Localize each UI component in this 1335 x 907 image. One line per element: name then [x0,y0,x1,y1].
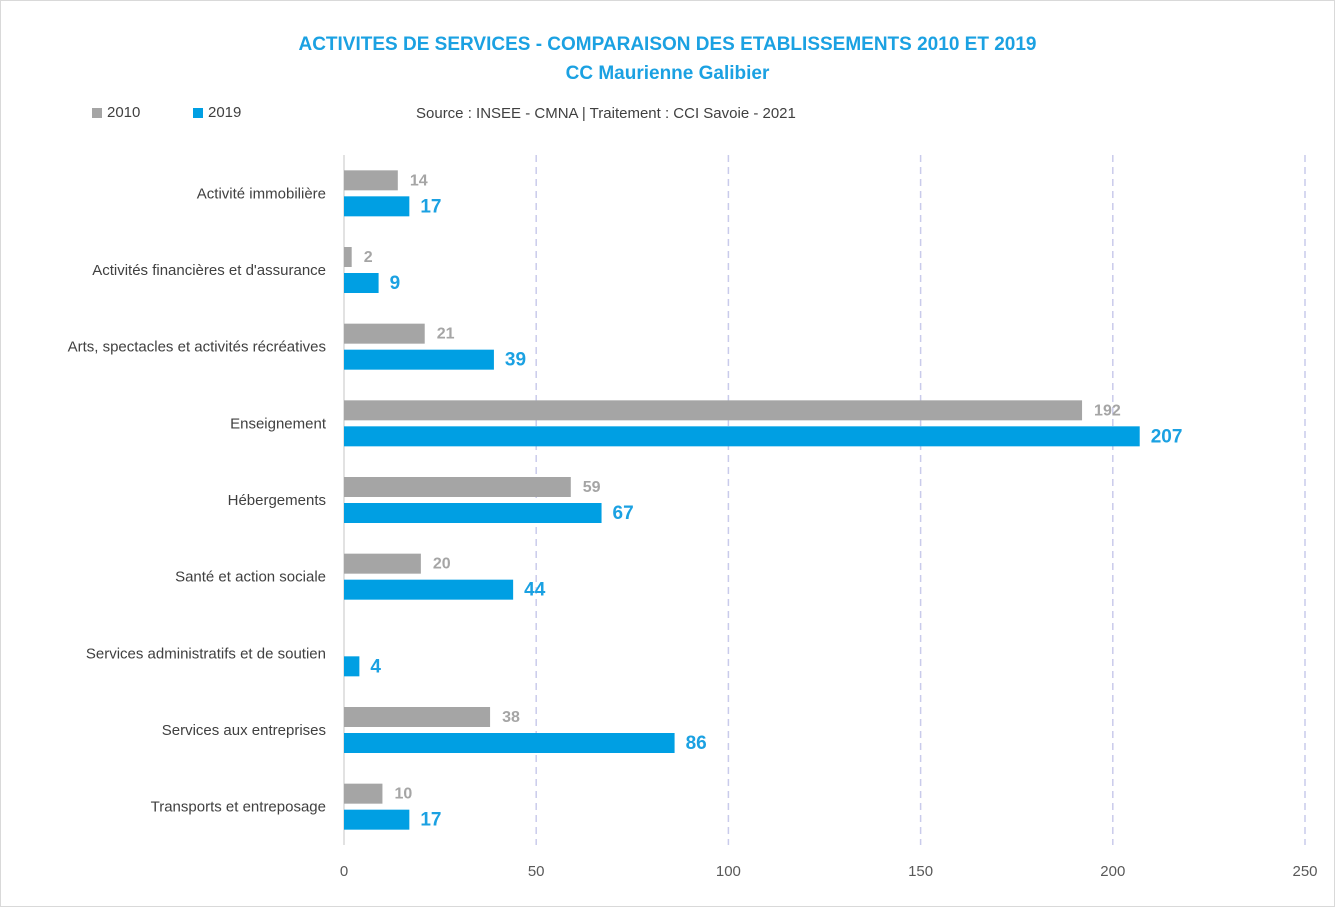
legend-item-2019: 2019 [193,104,241,121]
data-label-2010: 38 [502,709,520,726]
data-label-2010: 10 [394,786,412,803]
chart-source: Source : INSEE - CMNA | Traitement : CCI… [416,105,796,122]
bar-2019 [344,196,410,217]
bar-2019 [344,349,494,370]
data-label-2010: 2 [364,249,373,266]
data-label-2010: 21 [437,326,455,343]
category-label: Activités financières et d'assurance [92,262,326,279]
legend-swatch-2019 [193,107,203,118]
legend-item-2010: 2010 [92,104,140,121]
legend-label-2019: 2019 [208,104,242,121]
data-label-2019: 17 [420,810,441,831]
data-label-2019: 9 [390,273,401,294]
bar-2010 [344,707,491,727]
bar-2019 [344,426,1140,447]
bar-2010 [344,553,421,574]
data-label-2019: 86 [686,733,707,754]
data-label-2010: 59 [583,479,601,496]
bar-2019 [344,503,602,523]
bar-2010 [344,477,571,497]
bar-2010 [344,400,1083,421]
x-tick-label-150: 150 [908,863,933,880]
data-label-2019: 67 [613,503,634,524]
category-label: Hébergements [228,492,326,509]
bar-2019 [344,733,675,753]
bar-2010 [344,247,352,267]
category-label: Services aux entreprises [162,722,326,739]
category-label: Arts, spectacles et activités récréative… [68,339,326,356]
bar-2019 [344,656,360,677]
x-tick-label-50: 50 [528,863,545,880]
chart-subtitle: CC Maurienne Galibier [565,63,770,84]
bar-2010 [344,323,425,344]
data-label-2010: 192 [1094,402,1121,419]
data-label-2019: 44 [524,580,546,601]
category-label: Transports et entreposage [151,799,326,816]
bar-2019 [344,273,379,293]
x-tick-label-0: 0 [340,863,348,880]
data-label-2019: 17 [420,196,441,217]
data-label-2019: 207 [1151,426,1183,447]
category-label: Santé et action sociale [175,569,326,586]
data-label-2010: 14 [410,172,428,189]
category-label: Activité immobilière [197,185,326,202]
x-tick-label-100: 100 [716,863,741,880]
data-label-2019: 39 [505,350,526,371]
data-label-2019: 4 [370,656,381,677]
category-label: Services administratifs et de soutien [86,645,326,662]
legend-label-2010: 2010 [107,104,141,121]
bar-2010 [344,170,398,191]
category-label: Enseignement [230,415,327,432]
x-tick-label-200: 200 [1100,863,1125,880]
legend-swatch-2010 [92,107,102,118]
chart-title: ACTIVITES DE SERVICES - COMPARAISON DES … [298,34,1037,55]
bar-2019 [344,579,514,600]
x-tick-label-250: 250 [1292,863,1317,880]
bar-2019 [344,809,410,830]
bar-2010 [344,783,383,804]
data-label-2010: 20 [433,556,451,573]
